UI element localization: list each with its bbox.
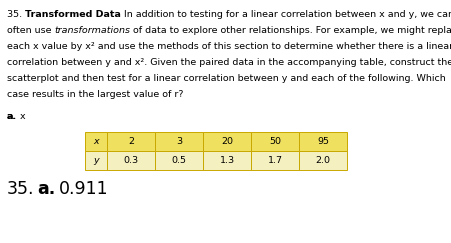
Bar: [251, 132, 299, 151]
Bar: [203, 132, 251, 151]
Bar: [155, 151, 203, 170]
Text: correlation between y and x². Given the paired data in the accompanying table, c: correlation between y and x². Given the …: [7, 58, 451, 67]
Bar: [299, 151, 347, 170]
Text: 95: 95: [317, 137, 329, 146]
Bar: [155, 132, 203, 151]
Text: y: y: [93, 156, 99, 165]
Text: transformations: transformations: [55, 26, 130, 35]
Text: a.: a.: [7, 112, 17, 121]
Text: a.: a.: [7, 112, 17, 121]
Bar: [251, 151, 299, 170]
Bar: [107, 151, 155, 170]
Text: 0.3: 0.3: [124, 156, 138, 165]
Text: 1.7: 1.7: [267, 156, 282, 165]
Text: In addition to testing for a linear correlation between x and y, we can: In addition to testing for a linear corr…: [121, 10, 451, 19]
Text: of data to explore other relationships. For example, we might replace: of data to explore other relationships. …: [130, 26, 451, 35]
Bar: [299, 132, 347, 151]
Text: 0.911: 0.911: [59, 180, 108, 198]
Text: 0.5: 0.5: [171, 156, 187, 165]
Text: 3: 3: [176, 137, 182, 146]
Text: 20: 20: [221, 137, 233, 146]
Text: x: x: [93, 137, 99, 146]
Text: 2.0: 2.0: [316, 156, 331, 165]
Text: 50: 50: [269, 137, 281, 146]
Text: 35.: 35.: [7, 10, 25, 19]
Text: 35.: 35.: [7, 180, 34, 198]
Text: often use: often use: [7, 26, 55, 35]
Bar: [107, 132, 155, 151]
Text: case results in the largest value of r?: case results in the largest value of r?: [7, 90, 184, 99]
Text: each x value by x² and use the methods of this section to determine whether ther: each x value by x² and use the methods o…: [7, 42, 451, 51]
Text: scatterplot and then test for a linear correlation between y and each of the fol: scatterplot and then test for a linear c…: [7, 74, 446, 83]
Text: x: x: [17, 112, 26, 121]
Text: Transformed Data: Transformed Data: [25, 10, 121, 19]
Bar: [203, 151, 251, 170]
Text: a.: a.: [37, 180, 56, 198]
Text: 2: 2: [128, 137, 134, 146]
Text: 1.3: 1.3: [220, 156, 235, 165]
Bar: [85, 132, 107, 151]
Bar: [85, 151, 107, 170]
